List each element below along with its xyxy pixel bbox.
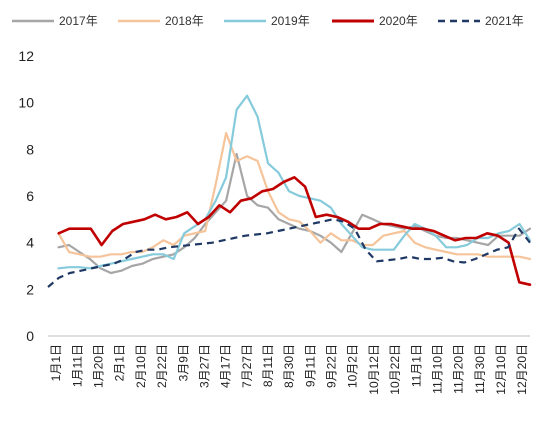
x-tick-label: 10月22日 — [388, 344, 402, 395]
x-tick-label: 12月20日 — [515, 344, 529, 395]
x-tick-label: 8月11日 — [261, 344, 275, 387]
y-tick-label: 4 — [26, 235, 34, 251]
legend-label: 2017年 — [59, 14, 98, 28]
x-tick-label: 11月30日 — [473, 344, 487, 394]
y-tick-label: 6 — [26, 188, 34, 204]
x-tick-label: 11月20日 — [452, 344, 466, 394]
legend-item-2017: 2017年 — [12, 14, 98, 28]
legend-label: 2021年 — [485, 14, 524, 28]
series-2021-line — [47, 218, 531, 288]
x-tick-label: 2月10日 — [134, 344, 148, 388]
x-tick-label: 2月22日 — [155, 344, 169, 388]
x-tick-label: 1月11日 — [70, 344, 84, 387]
y-tick-label: 10 — [18, 95, 34, 111]
x-tick-label: 9月22日 — [325, 344, 339, 388]
x-tick-label: 4月17日 — [219, 344, 233, 388]
axes: 0 2 4 6 8 10 12 1月1日 1月11日 1月20日 2月1日 2月10日 2月22日 3月9… — [18, 48, 530, 395]
x-tick-label: 8月30日 — [282, 344, 296, 388]
x-tick-label: 9月11日 — [303, 344, 317, 387]
legend-item-2018: 2018年 — [118, 14, 204, 28]
y-tick-label: 0 — [26, 328, 34, 344]
x-tick-label: 11月10日 — [430, 344, 444, 394]
legend-item-2020: 2020年 — [332, 14, 418, 28]
series-2020-line — [57, 176, 532, 286]
x-tick-label: 12月10日 — [494, 344, 508, 395]
legend-item-2019: 2019年 — [224, 14, 310, 28]
x-tick-label: 10月12日 — [367, 344, 381, 395]
series-2019-line — [57, 94, 532, 270]
legend-label: 2018年 — [165, 14, 204, 28]
y-tick-label: 8 — [26, 141, 34, 157]
legend-item-2021: 2021年 — [438, 14, 524, 28]
y-tick-label: 12 — [18, 48, 34, 64]
x-tick-label: 3月27日 — [197, 344, 211, 388]
x-tick-label: 1月20日 — [92, 344, 106, 388]
y-tick-label: 2 — [26, 281, 34, 297]
x-tick-label: 7月27日 — [240, 344, 254, 388]
x-tick-label: 2月1日 — [113, 344, 127, 381]
x-tick-label: 1月1日 — [49, 344, 63, 381]
legend-label: 2020年 — [379, 14, 418, 28]
series-layer — [47, 94, 532, 288]
legend-label: 2019年 — [271, 14, 310, 28]
legend: 2017年 2018年 2019年 2020年 2021年 — [12, 14, 524, 28]
x-tick-label: 11月1日 — [409, 344, 423, 387]
x-tick-label: 10月2日 — [346, 344, 360, 388]
x-tick-label: 3月9日 — [176, 344, 190, 381]
